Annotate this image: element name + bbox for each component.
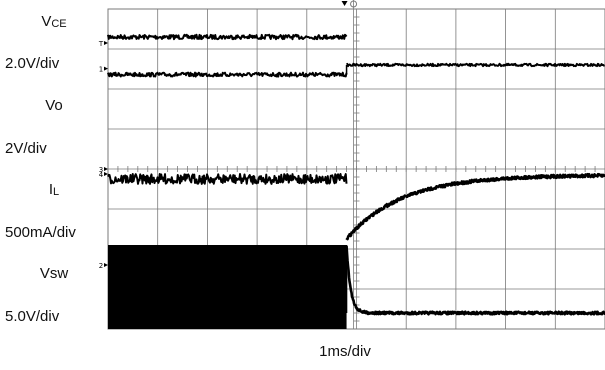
vo-trace-after — [346, 62, 605, 68]
channel-marker-arrow — [104, 41, 108, 45]
channel-marker: 2 — [99, 262, 108, 270]
trigger-marker — [341, 1, 348, 6]
vo-trace-before — [107, 71, 348, 78]
channel-marker: 3 — [99, 166, 108, 174]
channel-markers: T 1 34 2 — [98, 40, 108, 270]
vce-channel-name: VCE — [41, 13, 67, 30]
channel-marker: 4 — [99, 171, 108, 179]
channel-marker-arrow — [104, 167, 108, 171]
il-trace-before — [107, 173, 348, 185]
vsw-channel-name: Vsw — [39, 265, 69, 282]
channel-marker-arrow — [104, 172, 108, 176]
channel-marker-arrow — [104, 263, 108, 267]
il-channel-name: IL — [48, 181, 60, 198]
vce-trace — [107, 33, 348, 41]
x-axis-scale-label: 1ms/div — [319, 343, 371, 360]
channel-marker-label: 4 — [99, 171, 104, 179]
vo-scale-label: 2V/div — [5, 140, 47, 157]
vo-channel-name: Vo — [45, 97, 63, 114]
vsw-scale-label: 5.0V/div — [5, 308, 60, 325]
il-recovery-trace — [345, 172, 605, 241]
vce-scale-label: 2.0V/div — [5, 55, 60, 72]
il-scale-label: 500mA/div — [5, 224, 76, 241]
channel-marker-label: 2 — [99, 262, 103, 270]
vsw-trace-after — [345, 245, 605, 316]
channel-marker: T — [98, 40, 108, 48]
channel-marker-label: T — [98, 40, 104, 48]
time-reference-marker — [350, 0, 358, 8]
vsw-switching-band — [108, 245, 347, 329]
channel-marker-label: 1 — [99, 66, 103, 74]
channel-marker-arrow — [104, 66, 108, 71]
channel-marker-label: 3 — [99, 166, 103, 174]
channel-marker: 1 — [99, 66, 108, 74]
scope-traces — [107, 33, 605, 329]
